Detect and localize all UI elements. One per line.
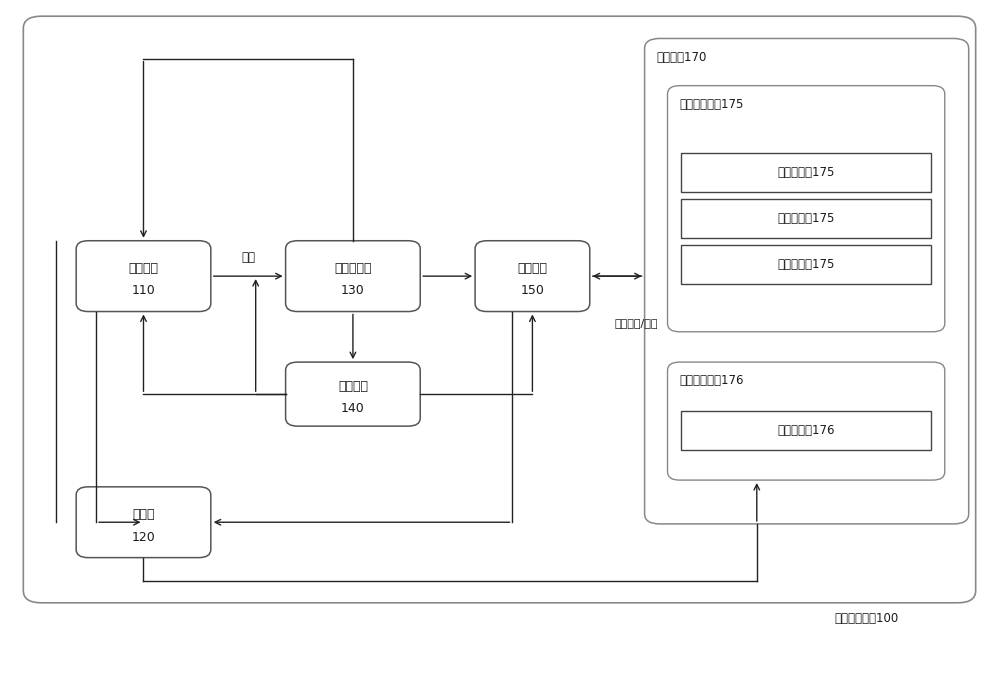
FancyBboxPatch shape bbox=[76, 487, 211, 558]
Text: 通用寄存器176: 通用寄存器176 bbox=[777, 424, 835, 437]
Bar bbox=[681, 199, 931, 238]
Text: 解码单元: 解码单元 bbox=[338, 380, 368, 393]
FancyBboxPatch shape bbox=[645, 39, 969, 524]
Text: 取指令单元: 取指令单元 bbox=[334, 261, 372, 275]
Text: 130: 130 bbox=[341, 284, 365, 297]
FancyBboxPatch shape bbox=[23, 16, 976, 603]
Text: 高速缓存: 高速缓存 bbox=[128, 261, 158, 275]
Text: 140: 140 bbox=[341, 402, 365, 416]
Text: 向量寄存器175: 向量寄存器175 bbox=[777, 212, 835, 225]
FancyBboxPatch shape bbox=[286, 241, 420, 311]
Text: 110: 110 bbox=[132, 284, 155, 297]
FancyBboxPatch shape bbox=[76, 241, 211, 311]
FancyBboxPatch shape bbox=[286, 362, 420, 426]
Bar bbox=[681, 412, 931, 450]
Text: 向量寄存器175: 向量寄存器175 bbox=[777, 166, 835, 179]
FancyBboxPatch shape bbox=[475, 241, 590, 311]
Text: 通用寄存器组176: 通用寄存器组176 bbox=[680, 374, 744, 387]
Text: 向量寄存器组175: 向量寄存器组175 bbox=[680, 98, 744, 111]
Text: 向量寄存器175: 向量寄存器175 bbox=[777, 258, 835, 271]
Bar bbox=[681, 153, 931, 192]
Text: 120: 120 bbox=[132, 531, 155, 544]
Text: 执行单元: 执行单元 bbox=[517, 261, 547, 275]
Text: 数据输入/输出: 数据输入/输出 bbox=[615, 318, 658, 328]
Text: 寄存器组170: 寄存器组170 bbox=[657, 51, 707, 64]
Text: 150: 150 bbox=[520, 284, 544, 297]
Bar bbox=[681, 245, 931, 284]
FancyBboxPatch shape bbox=[668, 86, 945, 332]
Text: 指令处理装罐100: 指令处理装罐100 bbox=[834, 612, 898, 625]
Text: 指令: 指令 bbox=[241, 250, 255, 264]
Text: 存储器: 存储器 bbox=[132, 508, 155, 521]
FancyBboxPatch shape bbox=[668, 362, 945, 480]
